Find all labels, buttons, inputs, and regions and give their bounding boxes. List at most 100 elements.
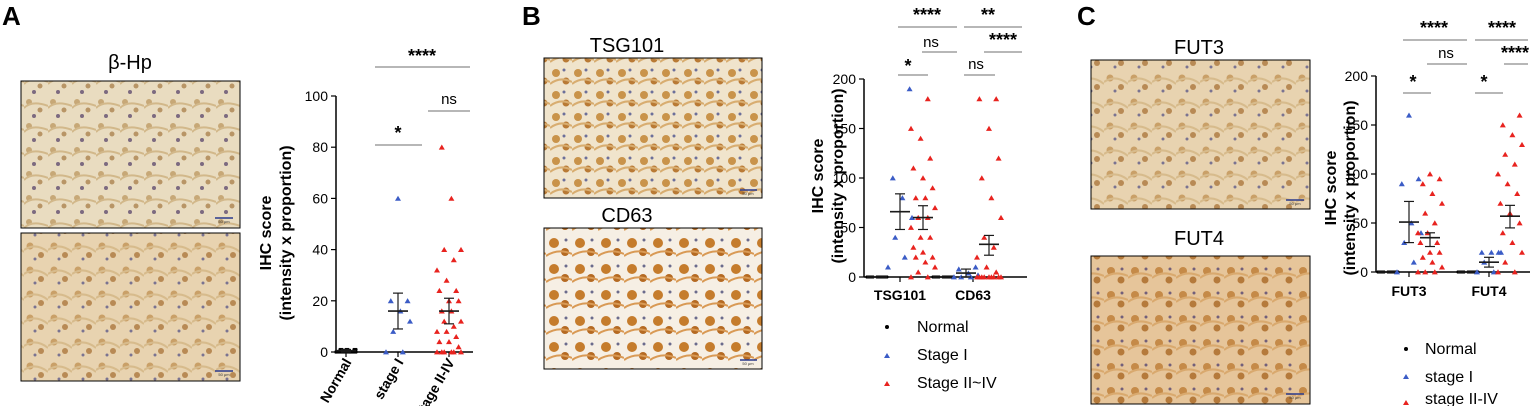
panel-c: C FUT3 50 μm FUT4 50 μm IHC score (inten… xyxy=(1077,1,1530,406)
data-point xyxy=(929,185,936,191)
data-point xyxy=(986,274,992,280)
data-point xyxy=(1514,190,1521,196)
data-point xyxy=(434,267,440,273)
data-point xyxy=(909,214,915,220)
data-point xyxy=(1495,249,1502,255)
micrograph-a-bottom: 50 μm xyxy=(20,232,241,382)
x-category-label: stage II-IV xyxy=(411,355,458,406)
sig-label: **** xyxy=(1488,18,1516,38)
sig-label: **** xyxy=(1501,43,1529,63)
data-point xyxy=(1504,181,1511,187)
data-point xyxy=(922,259,929,265)
data-point xyxy=(885,264,891,270)
sig-label: * xyxy=(394,123,401,143)
data-point xyxy=(434,349,440,355)
scale-bar-label: 50 μm xyxy=(742,361,754,366)
sig-label: ns xyxy=(923,34,939,51)
data-point xyxy=(993,96,1000,102)
data-point xyxy=(438,349,445,355)
data-point xyxy=(920,175,926,181)
y-tick-label: 80 xyxy=(312,139,328,155)
data-point xyxy=(908,125,914,131)
data-point xyxy=(1417,239,1424,245)
x-category-label: CD63 xyxy=(955,287,991,303)
data-point xyxy=(450,323,457,329)
data-point xyxy=(978,175,985,181)
sig-label: ** xyxy=(981,5,995,25)
data-point xyxy=(932,205,938,211)
data-point xyxy=(441,318,448,324)
data-point xyxy=(924,96,931,102)
data-point xyxy=(917,234,924,240)
micrograph-c-bottom: 50 μm xyxy=(1090,255,1311,405)
data-point xyxy=(910,165,917,171)
data-point xyxy=(455,344,462,350)
data-point xyxy=(1436,249,1443,255)
data-point xyxy=(1499,122,1506,128)
data-point xyxy=(453,287,460,293)
data-point xyxy=(917,135,924,141)
x-category-label: Normal xyxy=(317,356,355,406)
data-point xyxy=(976,274,983,280)
legend-label-stage-ii-iv: stage II-IV xyxy=(1425,391,1498,406)
panel-b: B TSG101 50 μm CD63 50 μm IHC score (int… xyxy=(522,1,1027,392)
y-axis-title-line1: IHC score xyxy=(258,196,275,271)
y-axis-title-line1: IHC score xyxy=(810,139,827,214)
data-point xyxy=(988,195,995,201)
data-point xyxy=(1509,239,1516,245)
data-point xyxy=(927,234,934,240)
scale-bar-label: 50 μm xyxy=(1289,395,1301,400)
data-point xyxy=(912,254,919,260)
data-point xyxy=(1410,259,1417,265)
data-point xyxy=(1415,176,1422,182)
data-point xyxy=(1439,264,1445,270)
data-point xyxy=(889,175,896,181)
data-point xyxy=(892,234,899,240)
x-category-label: FUT4 xyxy=(1472,283,1507,299)
data-point xyxy=(915,269,922,275)
data-point xyxy=(1429,259,1436,265)
y-tick-label: 40 xyxy=(312,242,328,258)
image-title-fut4: FUT4 xyxy=(1174,228,1224,250)
sig-label: * xyxy=(1480,72,1487,92)
data-point xyxy=(1434,239,1441,245)
data-point xyxy=(1398,181,1405,187)
data-point xyxy=(1502,151,1509,157)
data-point xyxy=(404,298,411,304)
scale-bar-label: 50 μm xyxy=(218,219,230,224)
y-axis-title-line1: IHC score xyxy=(1323,151,1340,226)
y-tick-label: 100 xyxy=(1345,166,1369,182)
data-point xyxy=(924,274,931,280)
data-point xyxy=(434,328,440,334)
data-point xyxy=(438,144,445,150)
panel-a: A β-Hp 50 μm 50 μm IHC score (intensity … xyxy=(2,1,473,406)
data-point xyxy=(910,244,917,250)
micrograph-b-bottom: 50 μm xyxy=(543,227,763,370)
y-tick-label: 200 xyxy=(1345,68,1369,84)
data-point xyxy=(441,246,448,252)
data-point xyxy=(983,264,990,270)
data-point xyxy=(436,339,443,345)
sig-label: **** xyxy=(1420,18,1448,38)
data-point xyxy=(1509,132,1516,138)
data-point xyxy=(446,339,452,345)
data-point xyxy=(899,195,906,201)
data-point xyxy=(1519,249,1525,255)
image-title-fut3: FUT3 xyxy=(1174,37,1224,59)
data-point xyxy=(1511,161,1518,167)
panel-letter-c: C xyxy=(1077,1,1096,31)
micrograph-b-top: 50 μm xyxy=(543,57,763,199)
data-point xyxy=(998,214,1004,220)
y-axis-title-line2: (intensity x proportion) xyxy=(278,145,295,320)
legend-label-normal: Normal xyxy=(917,319,969,336)
data-point xyxy=(908,274,914,280)
legend-marker-stage-i xyxy=(1403,374,1409,379)
data-point xyxy=(1519,141,1525,147)
data-point xyxy=(1490,269,1497,275)
y-tick-label: 50 xyxy=(1352,215,1368,231)
data-point xyxy=(972,264,979,270)
image-title-beta-hp: β-Hp xyxy=(108,52,152,74)
data-point xyxy=(974,254,980,260)
panel-letter-a: A xyxy=(2,1,21,31)
data-point xyxy=(443,328,450,334)
